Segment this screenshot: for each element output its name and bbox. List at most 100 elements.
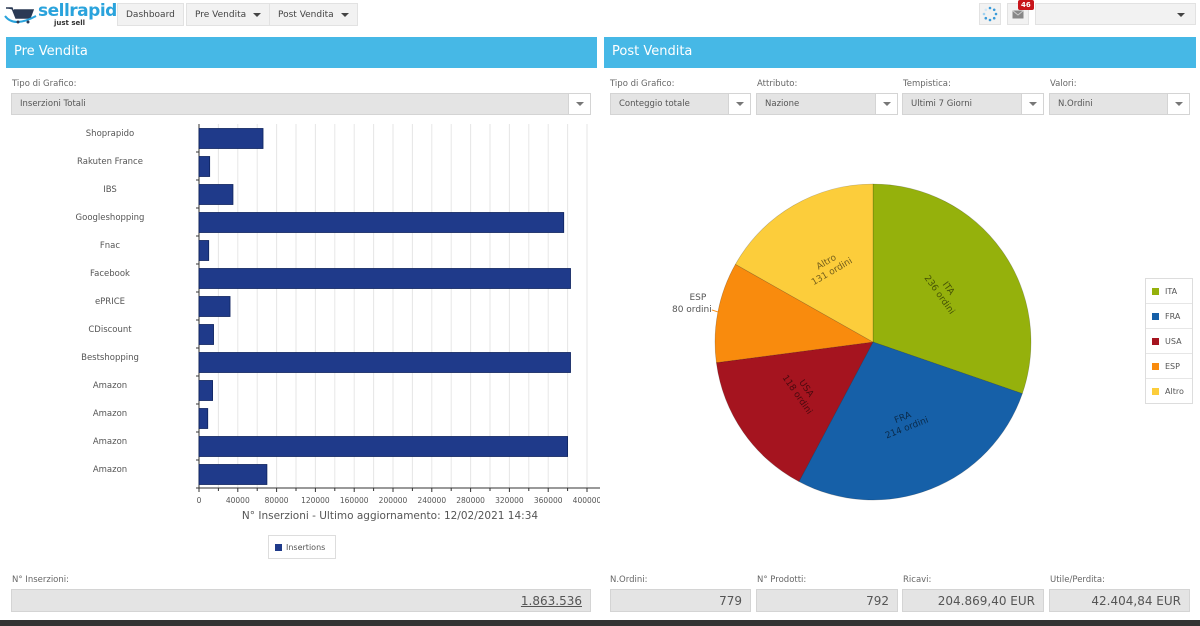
x-tick-label: 360000 xyxy=(534,496,563,505)
bar-chart-legend[interactable]: Insertions xyxy=(268,535,336,559)
pie-slice-usa[interactable] xyxy=(716,341,874,482)
values-select[interactable]: N.Ordini xyxy=(1049,93,1190,115)
pre-chart-type-label: Tipo di Grafico: xyxy=(12,79,77,89)
pre-vendita-title: Pre Vendita xyxy=(14,44,88,59)
caret-down-icon xyxy=(253,12,262,17)
nav-pre-vendita-button[interactable]: Pre Vendita xyxy=(186,3,271,26)
dropdown-arrow-icon xyxy=(875,94,897,114)
bar[interactable] xyxy=(198,156,211,177)
category-label: Facebook xyxy=(90,269,130,279)
legend-swatch-usa xyxy=(1152,337,1159,345)
category-label: Bestshopping xyxy=(81,353,139,363)
dropdown-arrow-icon xyxy=(1021,94,1043,114)
nav-dashboard-button[interactable]: Dashboard xyxy=(117,3,184,26)
x-tick-label: 80000 xyxy=(265,496,289,505)
bar[interactable] xyxy=(198,352,571,373)
logo-text: sellrapido xyxy=(38,1,129,21)
cart-icon xyxy=(4,7,37,24)
legend-label-altro: Altro xyxy=(1165,387,1184,396)
nav-post-vendita-button[interactable]: Post Vendita xyxy=(269,3,358,26)
category-label: Fnac xyxy=(100,241,120,251)
nav-post-vendita-label: Post Vendita xyxy=(278,9,334,20)
dropdown-arrow-icon xyxy=(728,94,750,114)
post-chart-type-value: Conteggio totale xyxy=(619,99,690,109)
top-bar: sellrapido just sell Dashboard Pre Vendi… xyxy=(0,0,1200,30)
values-label: Valori: xyxy=(1050,79,1077,89)
caret-down-icon xyxy=(1177,13,1185,17)
bar[interactable] xyxy=(198,380,213,401)
x-tick-label: 200000 xyxy=(379,496,408,505)
pie-slice-fra[interactable] xyxy=(798,341,1023,501)
bar[interactable] xyxy=(198,324,214,345)
pre-chart-type-value: Inserzioni Totali xyxy=(20,99,86,109)
category-label: Amazon xyxy=(93,409,127,419)
category-label: IBS xyxy=(103,185,117,195)
pre-vendita-header: Pre Vendita xyxy=(6,37,597,68)
post-chart-type-label: Tipo di Grafico: xyxy=(610,79,675,89)
category-label: CDiscount xyxy=(88,325,132,335)
bar[interactable] xyxy=(198,408,209,429)
legend-label-esp: ESP xyxy=(1165,361,1180,371)
bar[interactable] xyxy=(198,436,569,457)
bar[interactable] xyxy=(198,268,571,289)
attribute-value: Nazione xyxy=(765,99,800,109)
loading-button[interactable] xyxy=(979,3,1001,25)
x-tick-label: 120000 xyxy=(301,496,330,505)
category-label: ePRICE xyxy=(95,297,125,307)
dropdown-arrow-icon xyxy=(1167,94,1189,114)
x-tick-label: 400000 xyxy=(573,496,600,505)
x-tick-label: 160000 xyxy=(340,496,369,505)
timing-select[interactable]: Ultimi 7 Giorni xyxy=(902,93,1044,115)
products-count-field: 792 xyxy=(756,589,898,612)
sellrapido-logo[interactable]: sellrapido just sell xyxy=(4,1,129,28)
pie-value-esp: 80 ordini xyxy=(672,305,712,315)
pie-slice-altro[interactable] xyxy=(735,183,874,343)
legend-item-fra[interactable]: FRA xyxy=(1146,304,1192,329)
category-label: Rakuten France xyxy=(77,157,143,167)
pre-chart-type-select[interactable]: Inserzioni Totali xyxy=(11,93,591,115)
revenue-field: 204.869,40 EUR xyxy=(902,589,1044,612)
total-insertions-label: N° Inserzioni: xyxy=(12,575,69,585)
bar[interactable] xyxy=(198,184,234,205)
bar[interactable] xyxy=(198,128,264,149)
x-tick-label: 320000 xyxy=(495,496,524,505)
legend-item-esp[interactable]: ESP xyxy=(1146,354,1192,379)
logo-tagline: just sell xyxy=(54,19,86,27)
attribute-select[interactable]: Nazione xyxy=(756,93,898,115)
x-tick-label: 40000 xyxy=(226,496,250,505)
x-axis-title: N° Inserzioni - Ultimo aggiornamento: 12… xyxy=(242,510,538,522)
revenue-value: 204.869,40 EUR xyxy=(937,594,1035,608)
pie-slice-esp[interactable] xyxy=(714,263,874,363)
orders-count-field: 779 xyxy=(610,589,751,612)
legend-item-altro[interactable]: Altro xyxy=(1146,379,1192,404)
legend-label-ita: ITA xyxy=(1165,286,1178,296)
orders-count-value: 779 xyxy=(719,594,742,608)
legend-item-usa[interactable]: USA xyxy=(1146,329,1192,354)
bar[interactable] xyxy=(198,240,210,261)
category-label: Amazon xyxy=(93,381,127,391)
account-select[interactable] xyxy=(1035,3,1196,25)
bar[interactable] xyxy=(198,296,231,317)
legend-item-ita[interactable]: ITA xyxy=(1146,279,1192,304)
revenue-label: Ricavi: xyxy=(903,575,932,585)
total-insertions-value[interactable]: 1.863.536 xyxy=(520,594,582,608)
profit-loss-field: 42.404,84 EUR xyxy=(1049,589,1190,612)
pie-slice-ita[interactable] xyxy=(872,183,1032,394)
total-insertions-field: 1.863.536 xyxy=(11,589,591,612)
x-tick-label: 240000 xyxy=(417,496,446,505)
bar[interactable] xyxy=(198,212,565,233)
bottom-bar xyxy=(0,620,1200,626)
nav-pre-vendita-label: Pre Vendita xyxy=(195,9,247,20)
category-label: Shoprapido xyxy=(86,129,134,139)
post-chart-type-select[interactable]: Conteggio totale xyxy=(610,93,751,115)
legend-swatch-ita xyxy=(1152,287,1159,295)
category-label: Googleshopping xyxy=(76,213,145,223)
timing-label: Tempistica: xyxy=(903,79,951,89)
bar[interactable] xyxy=(198,464,268,485)
orders-count-label: N.Ordini: xyxy=(610,575,648,585)
values-value: N.Ordini xyxy=(1058,99,1093,109)
profit-loss-label: Utile/Perdita: xyxy=(1050,575,1105,585)
products-count-label: N° Prodotti: xyxy=(757,575,807,585)
legend-label-insertions: Insertions xyxy=(286,542,326,552)
